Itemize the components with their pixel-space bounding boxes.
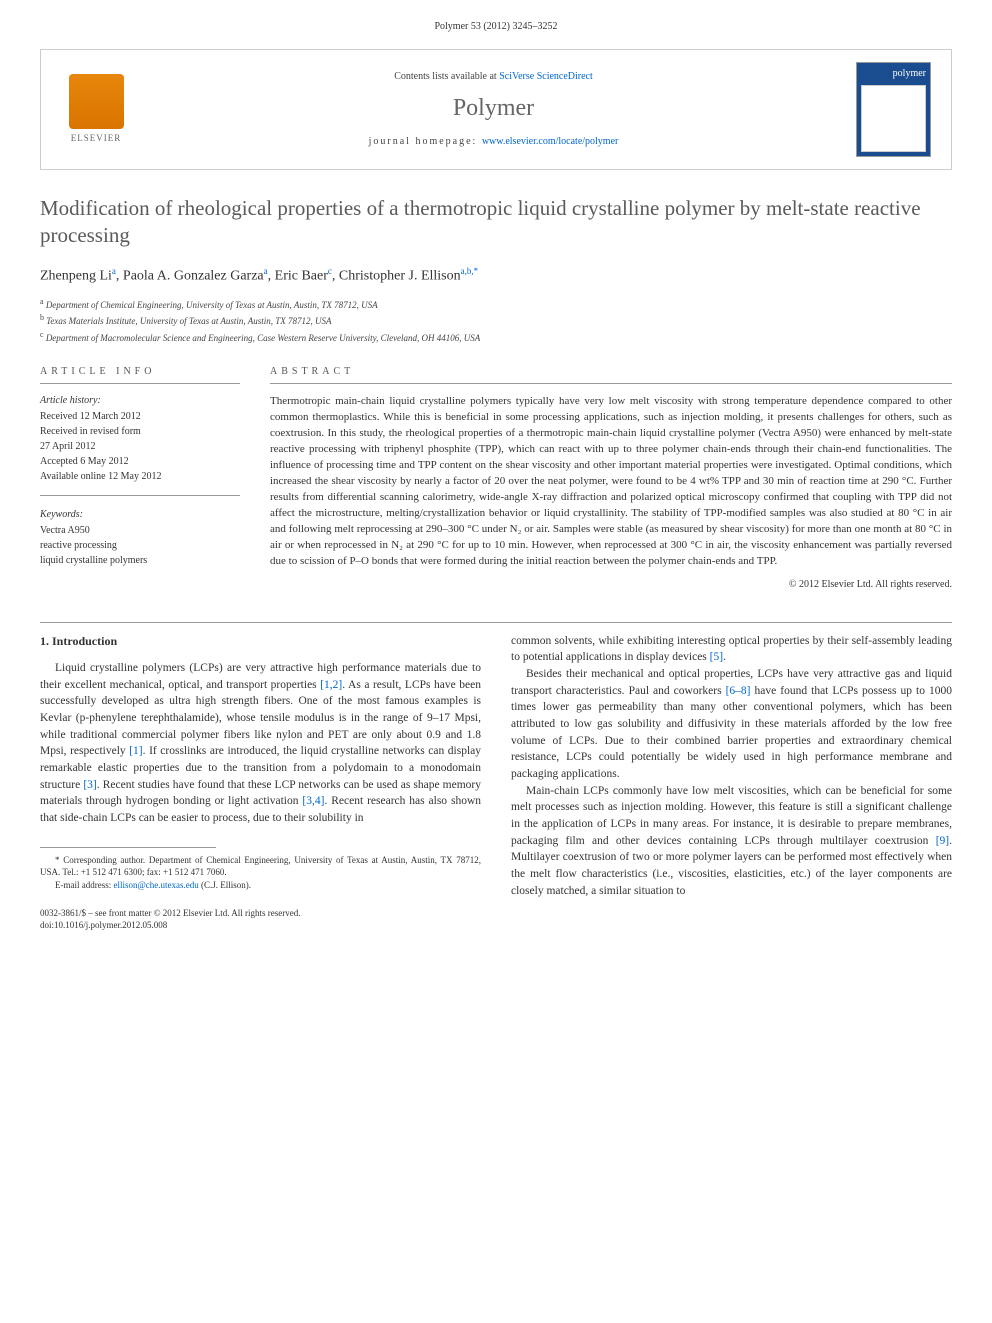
journal-homepage-line: journal homepage: www.elsevier.com/locat… bbox=[131, 135, 856, 149]
front-matter-line: 0032-3861/$ – see front matter © 2012 El… bbox=[40, 907, 481, 920]
abstract-column: ABSTRACT Thermotropic main-chain liquid … bbox=[270, 365, 952, 591]
corresponding-author-footnote: * Corresponding author. Department of Ch… bbox=[40, 854, 481, 879]
journal-cover-thumbnail: polymer bbox=[856, 62, 931, 157]
reference-link[interactable]: [9] bbox=[936, 835, 949, 847]
journal-header: ELSEVIER Contents lists available at Sci… bbox=[40, 49, 952, 170]
history-line: Received in revised form bbox=[40, 425, 240, 439]
intro-paragraph-2: common solvents, while exhibiting intere… bbox=[511, 633, 952, 666]
reference-link[interactable]: [6–8] bbox=[726, 685, 751, 697]
article-info-heading: ARTICLE INFO bbox=[40, 365, 240, 384]
journal-reference: Polymer 53 (2012) 3245–3252 bbox=[40, 20, 952, 34]
sciencedirect-link[interactable]: SciVerse ScienceDirect bbox=[499, 71, 593, 82]
cover-title: polymer bbox=[861, 67, 926, 81]
footer-metadata: 0032-3861/$ – see front matter © 2012 El… bbox=[40, 907, 481, 932]
affiliations-list: a Department of Chemical Engineering, Un… bbox=[40, 296, 952, 346]
reference-link[interactable]: [5] bbox=[710, 651, 723, 663]
cover-image-placeholder bbox=[861, 85, 926, 152]
history-line: Received 12 March 2012 bbox=[40, 410, 240, 424]
keyword-line: Vectra A950 bbox=[40, 524, 240, 538]
email-label: E-mail address: bbox=[55, 880, 113, 890]
corresponding-email-link[interactable]: ellison@che.utexas.edu bbox=[113, 880, 198, 890]
affiliation-line: c Department of Macromolecular Science a… bbox=[40, 329, 952, 346]
contents-lists-line: Contents lists available at SciVerse Sci… bbox=[131, 70, 856, 84]
abstract-text: Thermotropic main-chain liquid crystalli… bbox=[270, 394, 952, 569]
body-two-column: 1. Introduction Liquid crystalline polym… bbox=[40, 633, 952, 932]
intro-paragraph-3: Besides their mechanical and optical pro… bbox=[511, 666, 952, 783]
reference-link[interactable]: [1,2] bbox=[320, 679, 342, 691]
elsevier-logo: ELSEVIER bbox=[61, 70, 131, 150]
homepage-prefix: journal homepage: bbox=[369, 136, 482, 147]
reference-link[interactable]: [1] bbox=[129, 745, 142, 757]
elsevier-tree-icon bbox=[69, 74, 124, 129]
article-history-label: Article history: bbox=[40, 394, 240, 408]
intro-paragraph-4: Main-chain LCPs commonly have low melt v… bbox=[511, 783, 952, 900]
right-column: common solvents, while exhibiting intere… bbox=[511, 633, 952, 932]
article-title: Modification of rheological properties o… bbox=[40, 195, 952, 250]
reference-link[interactable]: [3] bbox=[83, 779, 96, 791]
email-suffix: (C.J. Ellison). bbox=[199, 880, 251, 890]
article-info-column: ARTICLE INFO Article history: Received 1… bbox=[40, 365, 240, 591]
contents-prefix: Contents lists available at bbox=[394, 71, 499, 82]
history-line: Accepted 6 May 2012 bbox=[40, 455, 240, 469]
authors-list: Zhenpeng Lia, Paola A. Gonzalez Garzaa, … bbox=[40, 265, 952, 286]
reference-link[interactable]: [3,4] bbox=[302, 795, 324, 807]
keyword-line: liquid crystalline polymers bbox=[40, 554, 240, 568]
journal-name: Polymer bbox=[131, 92, 856, 126]
keywords-label: Keywords: bbox=[40, 508, 240, 522]
footnote-divider bbox=[40, 847, 216, 848]
history-line: Available online 12 May 2012 bbox=[40, 470, 240, 484]
journal-homepage-link[interactable]: www.elsevier.com/locate/polymer bbox=[482, 136, 619, 147]
affiliation-line: a Department of Chemical Engineering, Un… bbox=[40, 296, 952, 313]
intro-paragraph-1: Liquid crystalline polymers (LCPs) are v… bbox=[40, 660, 481, 827]
elsevier-label: ELSEVIER bbox=[71, 132, 122, 145]
section-1-heading: 1. Introduction bbox=[40, 633, 481, 650]
corresponding-email-footnote: E-mail address: ellison@che.utexas.edu (… bbox=[40, 879, 481, 892]
left-column: 1. Introduction Liquid crystalline polym… bbox=[40, 633, 481, 932]
abstract-copyright: © 2012 Elsevier Ltd. All rights reserved… bbox=[270, 578, 952, 592]
affiliation-line: b Texas Materials Institute, University … bbox=[40, 312, 952, 329]
abstract-heading: ABSTRACT bbox=[270, 365, 952, 384]
section-divider bbox=[40, 622, 952, 623]
keyword-line: reactive processing bbox=[40, 539, 240, 553]
history-line: 27 April 2012 bbox=[40, 440, 240, 454]
doi-line: doi:10.1016/j.polymer.2012.05.008 bbox=[40, 919, 481, 932]
